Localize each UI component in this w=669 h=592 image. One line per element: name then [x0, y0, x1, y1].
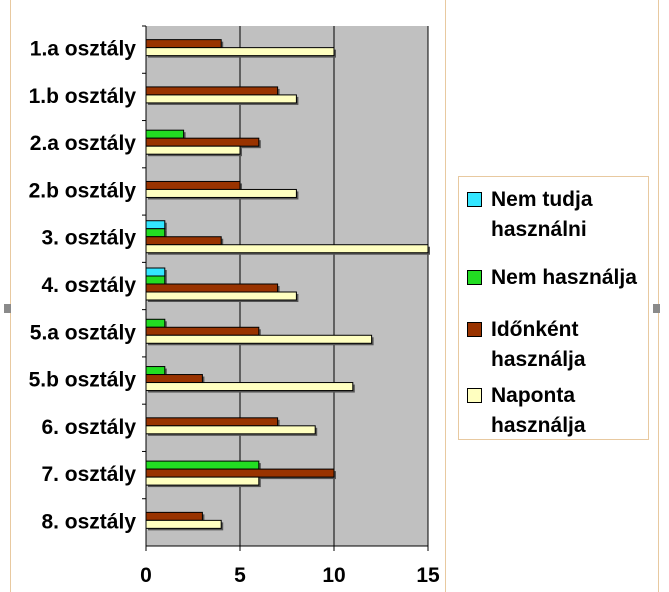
legend-item: Naponta használja [467, 381, 646, 441]
x-tick-label: 0 [140, 564, 152, 587]
bar-3-4 [145, 180, 241, 190]
category-label: 2.b osztály [29, 179, 137, 202]
bar-2-6 [145, 275, 166, 285]
legend-label: Nem tudja használni [491, 188, 593, 241]
bar-2-3 [145, 129, 185, 139]
bar-4-4 [145, 188, 297, 198]
bar-2-7 [145, 318, 166, 328]
bar-1-5 [145, 220, 166, 230]
legend-item: Nem használja [467, 263, 646, 293]
resize-handle-left[interactable] [4, 304, 11, 313]
category-label: 7. osztály [41, 463, 136, 486]
category-label: 6. osztály [41, 416, 136, 439]
bar-2-8 [145, 366, 166, 376]
bar-2-10 [145, 460, 260, 470]
x-tick-label: 5 [234, 564, 246, 587]
category-label: 2.a osztály [30, 132, 137, 155]
bar-3-11 [145, 511, 203, 521]
chart-frame-left-border [10, 0, 11, 592]
bar-3-8 [145, 374, 203, 384]
chart-frame-outer-border [658, 0, 659, 592]
bar-3-2 [145, 86, 279, 96]
bar-4-11 [145, 519, 222, 529]
bar-4-6 [145, 291, 297, 301]
category-label: 5.b osztály [29, 369, 137, 392]
category-label: 5.a osztály [30, 321, 137, 344]
bar-3-7 [145, 326, 260, 336]
legend-swatch [467, 270, 482, 285]
bar-4-1 [145, 47, 335, 57]
legend-swatch [467, 388, 482, 403]
chart-frame-right-border [445, 0, 446, 592]
category-label: 4. osztály [41, 274, 136, 297]
bar-4-2 [145, 94, 297, 104]
bar-3-1 [145, 39, 222, 49]
bar-2-5 [145, 228, 166, 238]
bar-4-3 [145, 145, 241, 155]
category-label: 1.a osztály [30, 38, 137, 61]
legend: Nem tudja használni Nem használja Időnként… [458, 176, 649, 440]
legend-swatch [467, 322, 482, 337]
category-label: 1.b osztály [29, 85, 137, 108]
bar-3-5 [145, 236, 222, 246]
legend-label: Nem használja [491, 266, 637, 289]
legend-label: Naponta használja [491, 384, 586, 437]
legend-swatch [467, 192, 482, 207]
bar-4-7 [145, 334, 373, 344]
legend-label: Időnként használja [491, 318, 586, 371]
bar-4-10 [145, 476, 260, 486]
bar-3-9 [145, 417, 279, 427]
bar-4-8 [145, 382, 354, 392]
bar-3-3 [145, 137, 260, 147]
legend-item: Nem tudja használni [467, 185, 646, 245]
legend-item: Időnként használja [467, 315, 646, 375]
bar-3-6 [145, 283, 279, 293]
x-tick-label: 10 [322, 564, 345, 587]
resize-handle-right[interactable] [653, 304, 660, 313]
bar-1-6 [145, 267, 166, 277]
category-label: 3. osztály [41, 227, 136, 250]
x-tick-label: 15 [416, 564, 440, 587]
category-label: 8. osztály [41, 510, 136, 533]
bar-4-5 [145, 244, 429, 254]
bar-4-9 [145, 425, 316, 435]
bar-3-10 [145, 468, 335, 478]
